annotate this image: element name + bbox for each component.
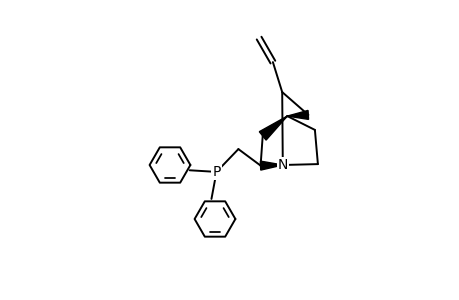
Text: N: N [277, 158, 287, 172]
Polygon shape [287, 110, 308, 119]
Polygon shape [259, 116, 287, 140]
Polygon shape [260, 161, 282, 170]
Text: P: P [212, 165, 220, 179]
